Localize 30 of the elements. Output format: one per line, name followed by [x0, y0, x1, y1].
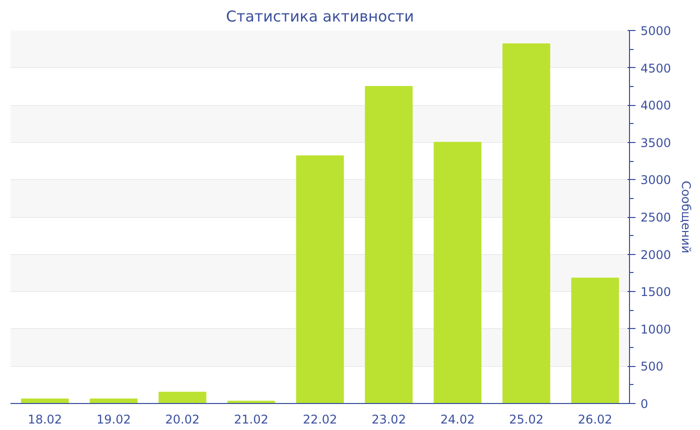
x-tick-label: 23.02 — [372, 412, 406, 426]
bar — [90, 398, 138, 404]
x-tick-label: 18.02 — [28, 412, 62, 426]
x-tick-label: 24.02 — [440, 412, 475, 426]
y-tick-label: 500 — [640, 360, 664, 374]
bar — [502, 43, 550, 404]
bar — [296, 155, 344, 404]
y-tick-label: 1500 — [640, 285, 672, 300]
x-tick-label: 25.02 — [509, 412, 544, 426]
y-tick-label: 5000 — [640, 24, 672, 38]
y-tick-label: 1000 — [640, 322, 672, 336]
bar — [21, 398, 69, 404]
bar — [571, 278, 619, 404]
y-tick-label: 0 — [640, 397, 648, 411]
bar — [158, 392, 206, 404]
y-tick-label: 3000 — [640, 173, 672, 188]
x-tick-label: 22.02 — [302, 412, 338, 426]
y-tick-label: 2500 — [640, 210, 672, 224]
x-tick-label: 19.02 — [96, 412, 131, 426]
x-tick-label: 21.02 — [234, 412, 268, 426]
bar — [434, 142, 482, 404]
y-tick-label: 4000 — [640, 98, 672, 113]
y-axis-title: Сообщений — [679, 180, 694, 254]
bar — [364, 86, 413, 404]
y-tick-label: 3500 — [640, 136, 672, 150]
x-tick-label: 26.02 — [578, 412, 612, 426]
chart-title: Статистика активности — [226, 8, 414, 26]
y-tick-label: 4500 — [640, 61, 672, 76]
x-tick-label: 20.02 — [165, 412, 200, 426]
y-tick-label: 2000 — [640, 248, 672, 262]
